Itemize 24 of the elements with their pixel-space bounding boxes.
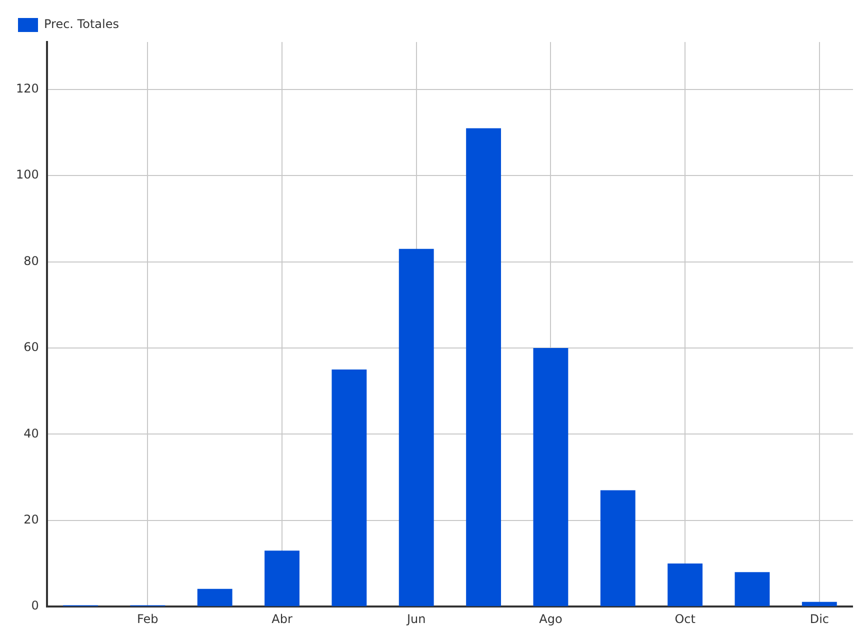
y-tick-label: 40 [24, 426, 39, 440]
bar [398, 248, 434, 606]
bar [600, 490, 636, 606]
legend-label: Prec. Totales [44, 17, 119, 32]
bar [264, 550, 300, 606]
y-tick-label: 60 [24, 340, 39, 354]
x-tick-label: Feb [137, 612, 158, 626]
bar [802, 602, 837, 606]
y-tick-label: 100 [16, 168, 39, 182]
bar [332, 370, 367, 606]
y-tick-label: 120 [16, 82, 39, 96]
bar [466, 128, 502, 606]
y-tick-label: 20 [24, 512, 39, 527]
bar [533, 348, 568, 606]
bar [668, 564, 703, 606]
x-tick-label: Dic [810, 612, 829, 626]
x-tick-label: Oct [674, 612, 696, 626]
x-tick-label: Ago [539, 612, 562, 626]
bar [734, 572, 770, 606]
y-tick-label: 80 [24, 254, 39, 268]
x-tick-label: Jun [406, 612, 426, 626]
bar [197, 588, 232, 606]
y-tick-label: 0 [31, 598, 39, 613]
x-tick-label: Abr [272, 612, 292, 626]
